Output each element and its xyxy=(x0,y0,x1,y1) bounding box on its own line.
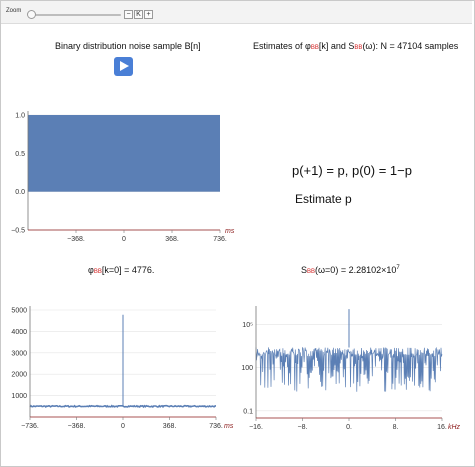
zoom-plus-button[interactable]: + xyxy=(144,10,153,19)
zoom-reset-button[interactable]: K xyxy=(134,10,143,19)
spectrum-exp: 7 xyxy=(396,265,400,271)
probability-formula: p(+1) = p, p(0) = 1−p xyxy=(292,163,412,178)
estimates-title-mid: [k] and S xyxy=(318,41,355,51)
autocorr-sub: BB xyxy=(93,269,102,275)
x-tick-label: −736. xyxy=(21,423,39,430)
autocorrelation-chart: 5000 4000 3000 2000 1000 −736. −368. 0 368. 736. m… xyxy=(11,306,234,430)
y-tick-label: 5000 xyxy=(11,308,27,315)
y-tick-label: 100 xyxy=(241,365,253,372)
subscript-bb: BB xyxy=(310,45,319,51)
x-tick-label: −368. xyxy=(67,236,85,243)
x-tick-label: 0. xyxy=(346,424,352,431)
noise-sample-chart: 1.0 0.5 0.0 −0.5 −368. 0 368. 736.ms xyxy=(11,111,235,243)
y-tick-label: −0.5 xyxy=(11,228,25,235)
x-tick-label: −16. xyxy=(249,424,263,431)
zoom-slider-track[interactable] xyxy=(31,14,121,16)
x-tick-label: 8. xyxy=(393,424,399,431)
y-tick-label: 2000 xyxy=(11,372,27,379)
estimates-title-end: (ω): N = 47104 samples xyxy=(362,41,459,51)
zoom-slider-thumb[interactable] xyxy=(27,10,36,19)
noise-sample-title: Binary distribution noise sample B[n] xyxy=(55,41,201,51)
x-tick-label: 0 xyxy=(122,236,126,243)
zoom-label: Zoom xyxy=(6,8,22,14)
x-tick-label: 16. xyxy=(437,424,447,431)
power-spectrum-chart: 10⁵ 100 0.1 −16. −8. 0. 8. 16. kHz xyxy=(241,306,461,431)
estimate-p-text: Estimate p xyxy=(295,192,352,206)
control-bar: Zoom − K + xyxy=(1,1,472,24)
y-tick-label: 10⁵ xyxy=(242,322,253,329)
estimates-title: Estimates of φBB[k] and SBB(ω): N = 4710… xyxy=(253,41,458,51)
autocorr-title: φBB[k=0] = 4776. xyxy=(88,265,154,275)
x-axis-unit: ms xyxy=(225,228,235,235)
spectrum-series xyxy=(255,346,443,392)
y-tick-label: 4000 xyxy=(11,329,27,336)
phi-symbol: φ xyxy=(305,41,311,51)
x-axis-unit: kHz xyxy=(448,424,461,431)
x-tick-label: 0 xyxy=(121,423,125,430)
play-button[interactable] xyxy=(114,57,133,76)
y-tick-label: 0.5 xyxy=(15,151,25,158)
y-tick-label: 1.0 xyxy=(15,113,25,120)
spectrum-sub: BB xyxy=(307,269,316,275)
y-tick-label: 0.0 xyxy=(15,189,25,196)
spectrum-s: S xyxy=(301,265,308,275)
x-tick-label: 368. xyxy=(163,423,177,430)
spectrum-rest: (ω=0) = 2.28102×10 xyxy=(315,265,397,275)
autocorr-rest: [k=0] = 4776. xyxy=(101,265,155,275)
estimates-title-prefix: Estimates of xyxy=(253,41,306,51)
x-tick-label: 736. xyxy=(209,423,223,430)
spectrum-title: SBB(ω=0) = 2.28102×107 xyxy=(301,265,400,275)
x-tick-label: 368. xyxy=(165,236,179,243)
subscript-bb-2: BB xyxy=(354,45,363,51)
y-tick-label: 0.1 xyxy=(243,408,253,415)
zoom-minus-button[interactable]: − xyxy=(124,10,133,19)
autocorr-phi: φ xyxy=(88,265,94,275)
noise-bars xyxy=(28,115,220,192)
x-tick-label: 736. xyxy=(213,236,227,243)
x-tick-label: −8. xyxy=(298,424,308,431)
y-tick-label: 1000 xyxy=(11,393,27,400)
x-tick-label: −368. xyxy=(68,423,86,430)
y-tick-label: 3000 xyxy=(11,350,27,357)
x-axis-unit: ms xyxy=(224,423,234,430)
